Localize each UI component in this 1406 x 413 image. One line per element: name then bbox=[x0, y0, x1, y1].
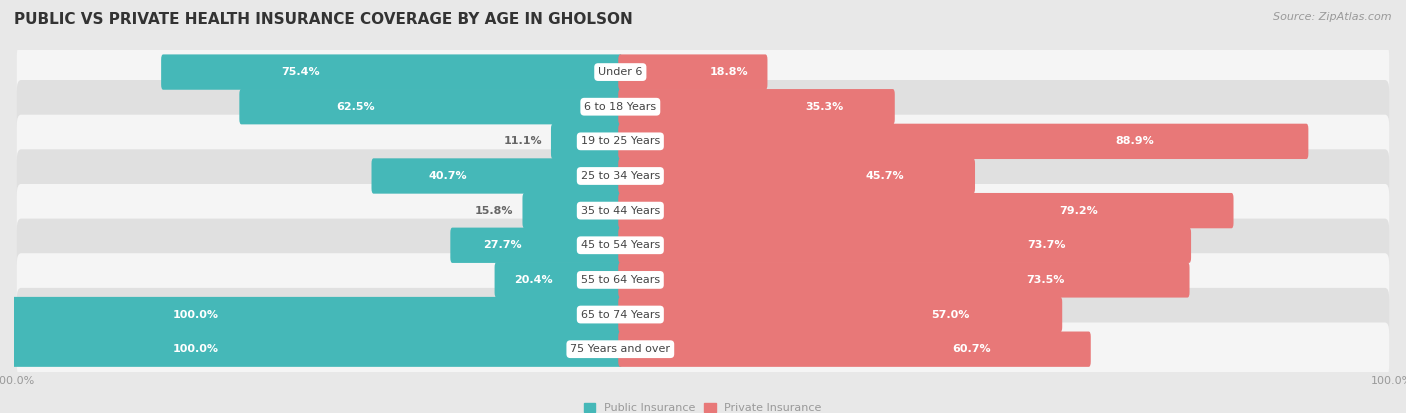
Text: 11.1%: 11.1% bbox=[503, 136, 541, 146]
FancyBboxPatch shape bbox=[17, 80, 1389, 133]
Text: 55 to 64 Years: 55 to 64 Years bbox=[581, 275, 659, 285]
Text: 45 to 54 Years: 45 to 54 Years bbox=[581, 240, 659, 250]
Text: 57.0%: 57.0% bbox=[931, 310, 969, 320]
Text: 75.4%: 75.4% bbox=[281, 67, 319, 77]
Text: 75 Years and over: 75 Years and over bbox=[571, 344, 671, 354]
Text: 100.0%: 100.0% bbox=[173, 344, 219, 354]
FancyBboxPatch shape bbox=[619, 228, 1191, 263]
Text: 35 to 44 Years: 35 to 44 Years bbox=[581, 206, 659, 216]
Text: 60.7%: 60.7% bbox=[952, 344, 991, 354]
Text: 73.7%: 73.7% bbox=[1028, 240, 1066, 250]
Text: 19 to 25 Years: 19 to 25 Years bbox=[581, 136, 659, 146]
FancyBboxPatch shape bbox=[619, 158, 974, 194]
FancyBboxPatch shape bbox=[239, 89, 623, 124]
FancyBboxPatch shape bbox=[17, 218, 1389, 272]
FancyBboxPatch shape bbox=[17, 323, 1389, 376]
FancyBboxPatch shape bbox=[17, 253, 1389, 306]
Text: 100.0%: 100.0% bbox=[173, 310, 219, 320]
Text: 15.8%: 15.8% bbox=[475, 206, 513, 216]
Text: 27.7%: 27.7% bbox=[484, 240, 522, 250]
Text: 25 to 34 Years: 25 to 34 Years bbox=[581, 171, 659, 181]
FancyBboxPatch shape bbox=[162, 55, 623, 90]
FancyBboxPatch shape bbox=[619, 89, 894, 124]
FancyBboxPatch shape bbox=[619, 123, 1309, 159]
FancyBboxPatch shape bbox=[495, 262, 623, 298]
FancyBboxPatch shape bbox=[17, 184, 1389, 237]
Text: 18.8%: 18.8% bbox=[710, 67, 748, 77]
Text: 6 to 18 Years: 6 to 18 Years bbox=[585, 102, 657, 112]
FancyBboxPatch shape bbox=[17, 288, 1389, 341]
Text: 45.7%: 45.7% bbox=[866, 171, 904, 181]
Text: Source: ZipAtlas.com: Source: ZipAtlas.com bbox=[1274, 12, 1392, 22]
FancyBboxPatch shape bbox=[619, 55, 768, 90]
FancyBboxPatch shape bbox=[371, 158, 623, 194]
FancyBboxPatch shape bbox=[17, 150, 1389, 203]
FancyBboxPatch shape bbox=[619, 262, 1189, 298]
Text: 20.4%: 20.4% bbox=[515, 275, 553, 285]
Text: 40.7%: 40.7% bbox=[429, 171, 467, 181]
Text: 65 to 74 Years: 65 to 74 Years bbox=[581, 310, 659, 320]
FancyBboxPatch shape bbox=[13, 297, 623, 332]
FancyBboxPatch shape bbox=[619, 332, 1091, 367]
FancyBboxPatch shape bbox=[619, 297, 1062, 332]
FancyBboxPatch shape bbox=[619, 193, 1233, 228]
Text: 62.5%: 62.5% bbox=[336, 102, 374, 112]
Text: Under 6: Under 6 bbox=[598, 67, 643, 77]
Text: PUBLIC VS PRIVATE HEALTH INSURANCE COVERAGE BY AGE IN GHOLSON: PUBLIC VS PRIVATE HEALTH INSURANCE COVER… bbox=[14, 12, 633, 27]
Text: 73.5%: 73.5% bbox=[1026, 275, 1064, 285]
FancyBboxPatch shape bbox=[523, 193, 623, 228]
Text: 88.9%: 88.9% bbox=[1115, 136, 1154, 146]
FancyBboxPatch shape bbox=[551, 123, 623, 159]
FancyBboxPatch shape bbox=[13, 332, 623, 367]
FancyBboxPatch shape bbox=[17, 45, 1389, 99]
Legend: Public Insurance, Private Insurance: Public Insurance, Private Insurance bbox=[579, 399, 827, 413]
Text: 79.2%: 79.2% bbox=[1059, 206, 1098, 216]
Text: 35.3%: 35.3% bbox=[806, 102, 844, 112]
FancyBboxPatch shape bbox=[450, 228, 623, 263]
FancyBboxPatch shape bbox=[17, 115, 1389, 168]
